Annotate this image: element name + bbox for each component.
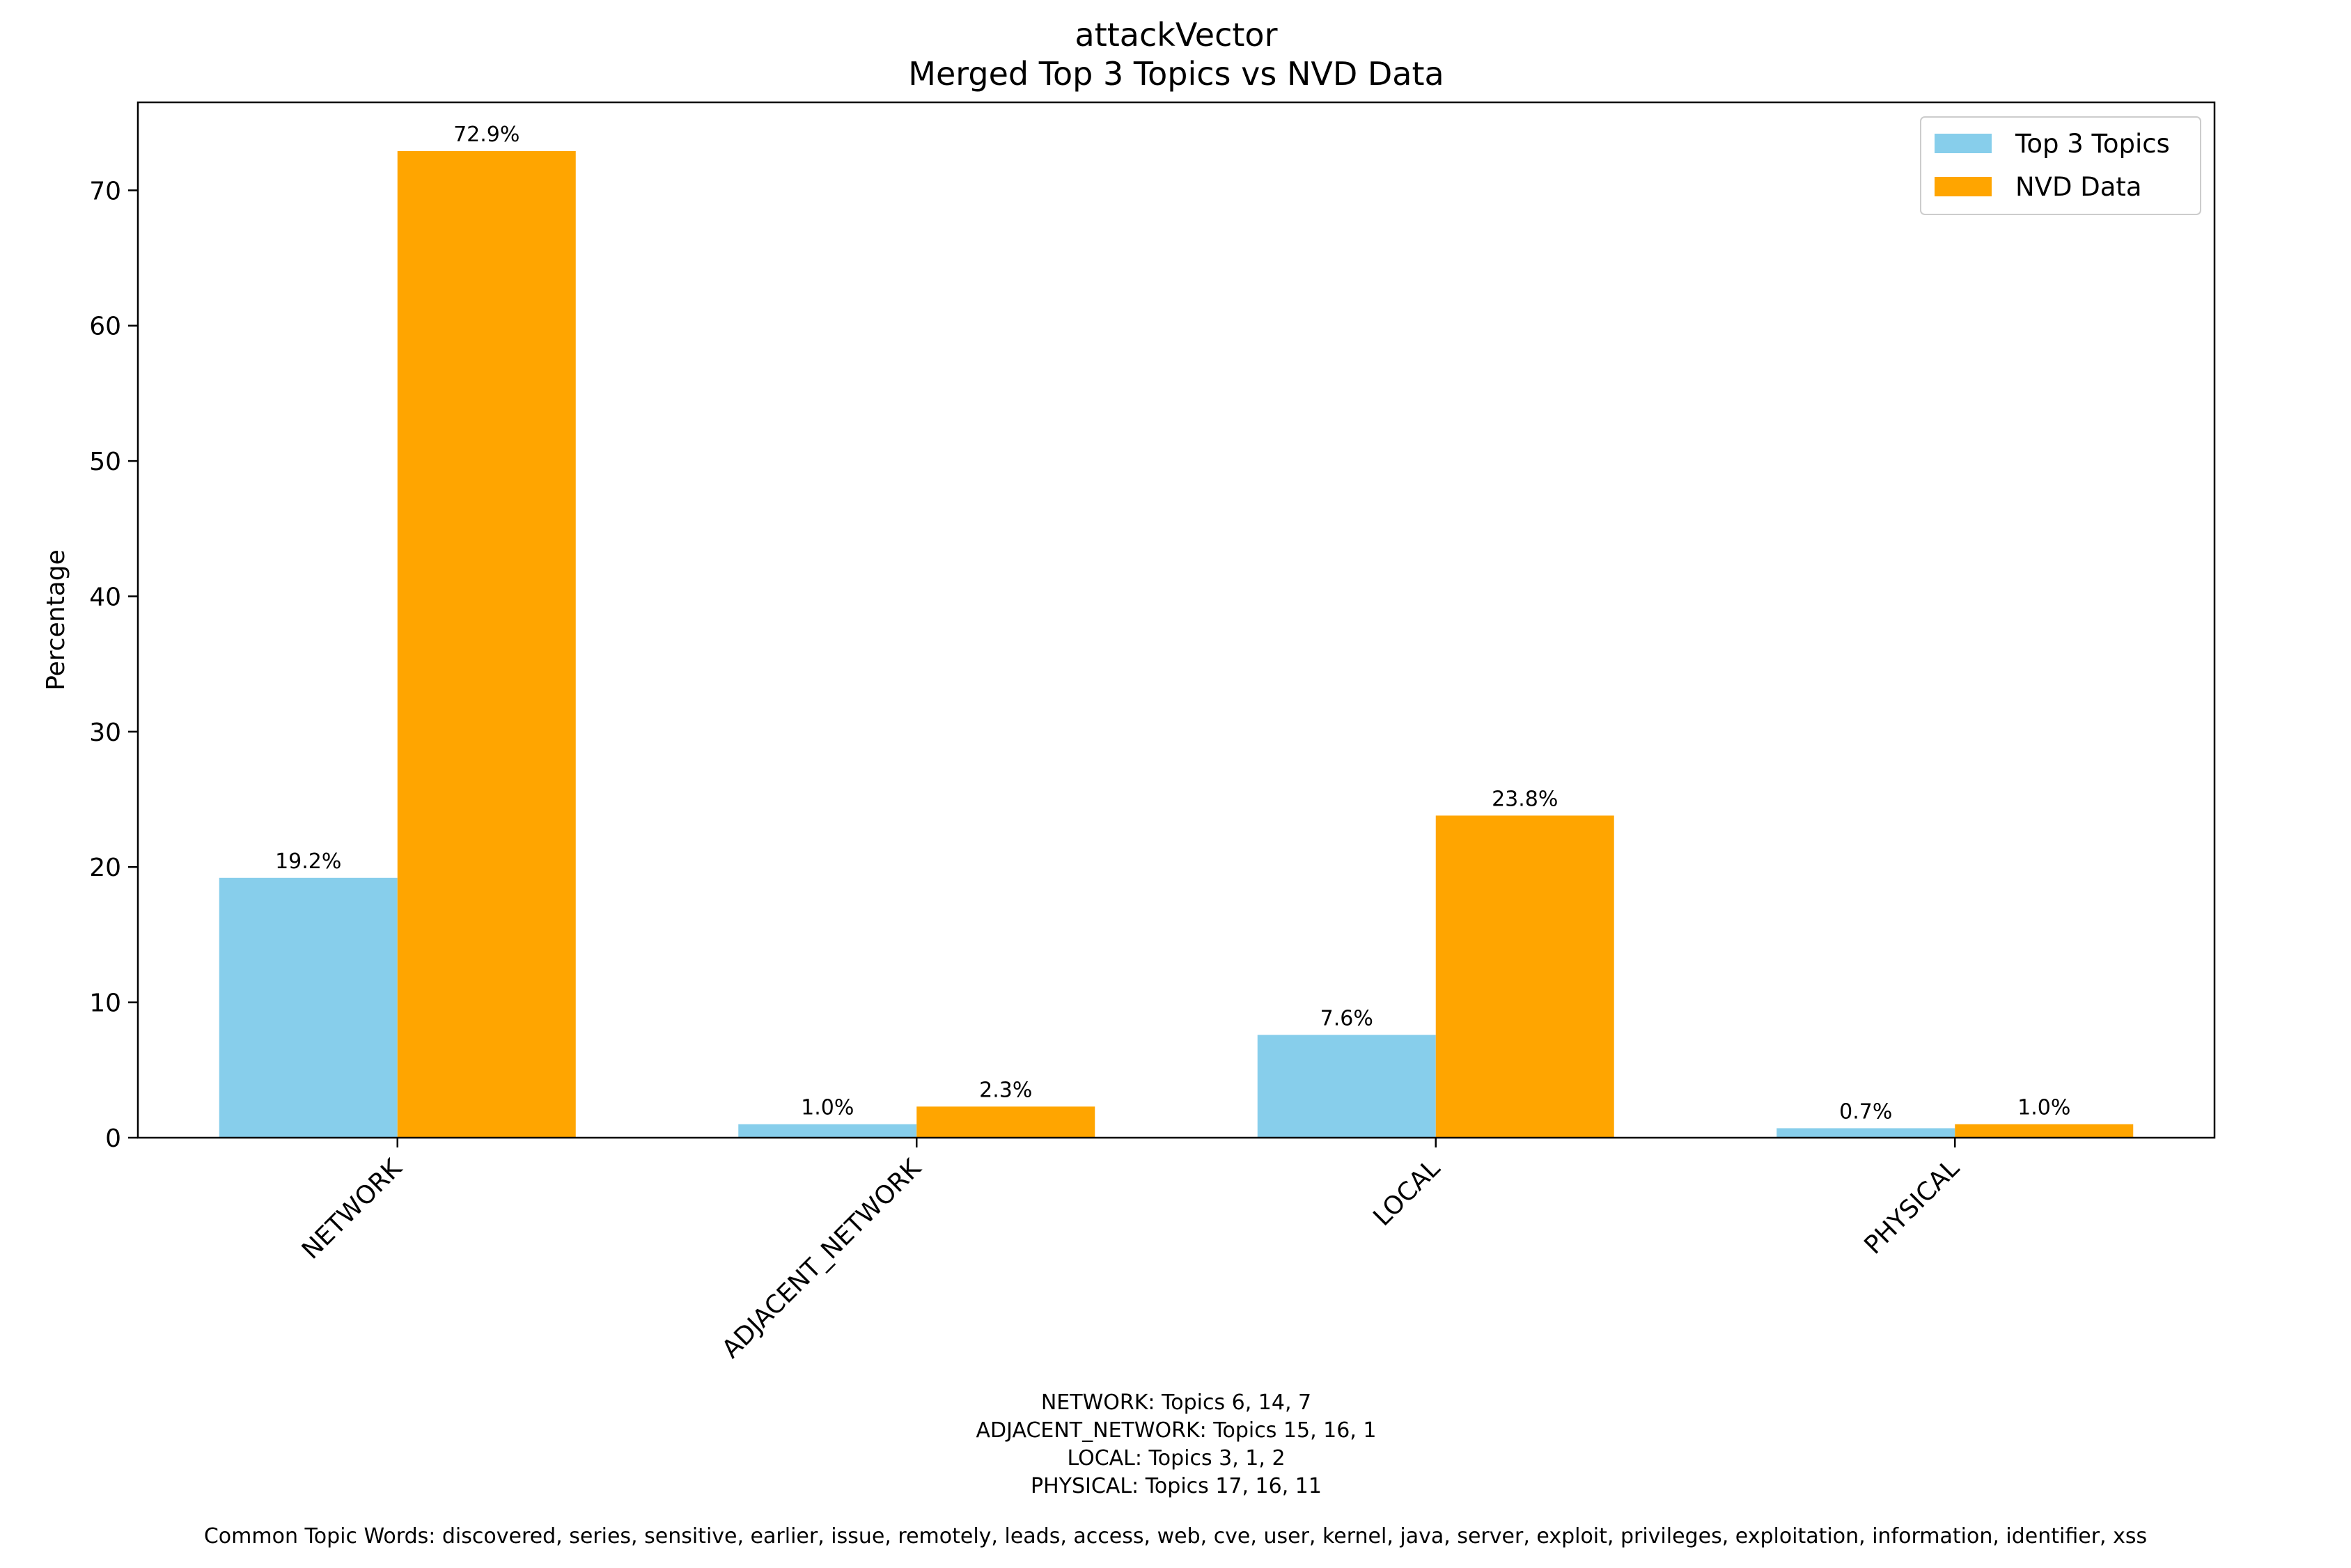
- y-tick-label: 0: [105, 1124, 121, 1153]
- y-tick-label: 30: [89, 719, 121, 747]
- bar-nvd-physical: [1955, 1124, 2134, 1138]
- common-topic-words: Common Topic Words: discovered, series, …: [204, 1524, 2147, 1549]
- bar-value-label: 72.9%: [453, 123, 520, 147]
- bar-nvd-adjacent_network: [916, 1106, 1095, 1138]
- bar-nvd-local: [1435, 815, 1614, 1138]
- y-tick-label: 10: [89, 989, 121, 1018]
- footnote-line: PHYSICAL: Topics 17, 16, 11: [1031, 1474, 1322, 1498]
- footnote-line: LOCAL: Topics 3, 1, 2: [1067, 1446, 1285, 1471]
- plot-frame: [136, 101, 2216, 1139]
- legend-swatch: [1935, 134, 1992, 153]
- bar-top3-local: [1257, 1035, 1436, 1138]
- bar-nvd-network: [397, 150, 576, 1138]
- y-tick-label: 20: [89, 854, 121, 882]
- bars: [219, 150, 2134, 1138]
- bar-value-label: 7.6%: [1320, 1006, 1373, 1030]
- legend-label: NVD Data: [2015, 172, 2142, 202]
- legend-label: Top 3 Topics: [2015, 129, 2170, 159]
- bar-top3-physical: [1776, 1128, 1955, 1138]
- legend-swatch: [1935, 177, 1992, 196]
- y-tick-label: 60: [89, 313, 121, 341]
- footnote: NETWORK: Topics 6, 14, 7 ADJACENT_NETWORK…: [204, 1390, 2147, 1549]
- y-axis-label: Percentage: [42, 549, 70, 691]
- bar-value-label: 19.2%: [275, 849, 341, 874]
- footnote-line: ADJACENT_NETWORK: Topics 15, 16, 1: [976, 1418, 1377, 1443]
- y-tick-label: 40: [89, 583, 121, 611]
- bar-value-label: 23.8%: [1492, 787, 1558, 811]
- bar-labels: 19.2% 72.9% 1.0% 2.3% 7.6% 23.8% 0.7% 1.0%: [275, 123, 2070, 1124]
- bar-value-label: 0.7%: [1839, 1099, 1892, 1124]
- y-tick-label: 50: [89, 448, 121, 476]
- bar-top3-adjacent_network: [738, 1124, 917, 1138]
- footnote-line: NETWORK: Topics 6, 14, 7: [1041, 1390, 1311, 1415]
- bar-value-label: 1.0%: [801, 1096, 854, 1120]
- chart-title-line: Merged Top 3 Topics vs NVD Data: [908, 55, 1444, 93]
- bar-top3-network: [219, 877, 398, 1138]
- legend: Top 3 Topics NVD Data: [1920, 116, 2201, 215]
- bar-value-label: 1.0%: [2017, 1096, 2070, 1120]
- y-axis: 0 10 20 30 40 50 60 70 Percentage: [42, 177, 138, 1153]
- chart-title-line: attackVector: [1075, 16, 1278, 54]
- y-tick-label: 70: [89, 177, 121, 205]
- bar-value-label: 2.3%: [979, 1078, 1032, 1102]
